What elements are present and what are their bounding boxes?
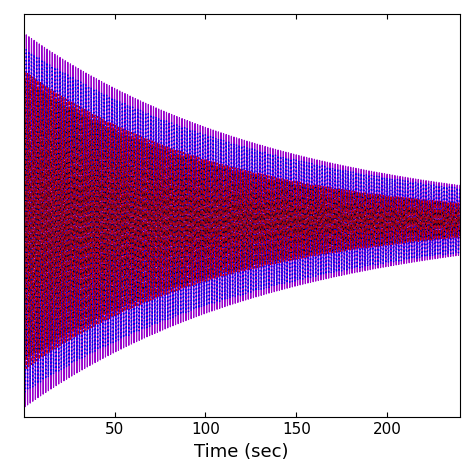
X-axis label: Time (sec): Time (sec)	[194, 443, 289, 461]
